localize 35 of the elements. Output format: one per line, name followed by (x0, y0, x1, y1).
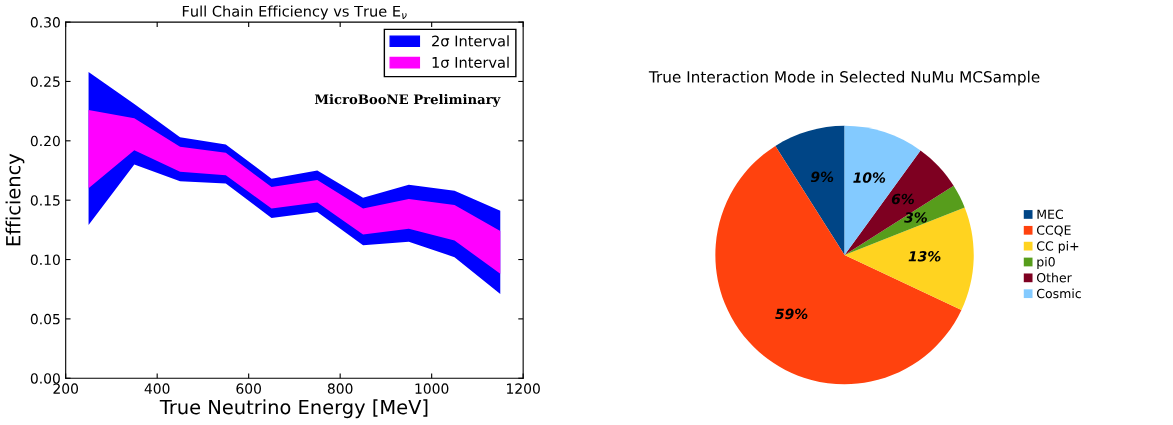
legend-label: MEC (1037, 209, 1063, 220)
pie-slice (715, 145, 962, 385)
x-tick-label: 400 (144, 383, 170, 394)
x-tick-label: 800 (327, 383, 353, 394)
legend-label: 2σ Interval (432, 35, 509, 47)
chart-title: Full Chain Efficiency vs True E$_{ν}$ (182, 5, 407, 20)
data-label: 10% (853, 172, 886, 183)
legend-label: Cosmic (1036, 288, 1081, 299)
y-tick-label: 0.00 (30, 373, 60, 384)
y-tick-label: 0.10 (30, 254, 60, 266)
chart-title: True Interaction Mode in Selected NuMu MCSample (648, 70, 1040, 86)
y-tick-label: 0.20 (30, 135, 60, 147)
x-tick-label: 1000 (415, 383, 449, 394)
legend-label: CCQE (1036, 225, 1071, 237)
x-tick-label: 600 (236, 383, 262, 394)
legend-label: 1σ Interval (432, 56, 509, 68)
x-axis-title: True Neutrino Energy [MeV] (159, 399, 428, 419)
x-tick-label: 200 (53, 383, 79, 394)
data-label: 6% (891, 193, 914, 205)
legend-label: CC pi+ (1036, 241, 1079, 254)
legend-label: pi0 (1037, 256, 1055, 269)
y-tick-label: 0.05 (30, 313, 60, 325)
data-label: 13% (908, 251, 941, 262)
y-tick-label: 0.25 (30, 76, 60, 87)
data-label: 3% (904, 212, 927, 223)
legend-label: Other (1036, 272, 1072, 283)
data-label: 59% (775, 308, 808, 320)
y-tick-label: 0.15 (30, 195, 60, 206)
x-tick-label: 1200 (507, 383, 540, 394)
pie-slice (775, 125, 845, 255)
data-label: 9% (810, 171, 834, 183)
y-axis-title: Efficiency (5, 153, 25, 246)
pie-slice (844, 207, 974, 311)
annotation: MicroBooNE Preliminary (314, 93, 501, 107)
y-tick-label: 0.30 (30, 17, 60, 28)
